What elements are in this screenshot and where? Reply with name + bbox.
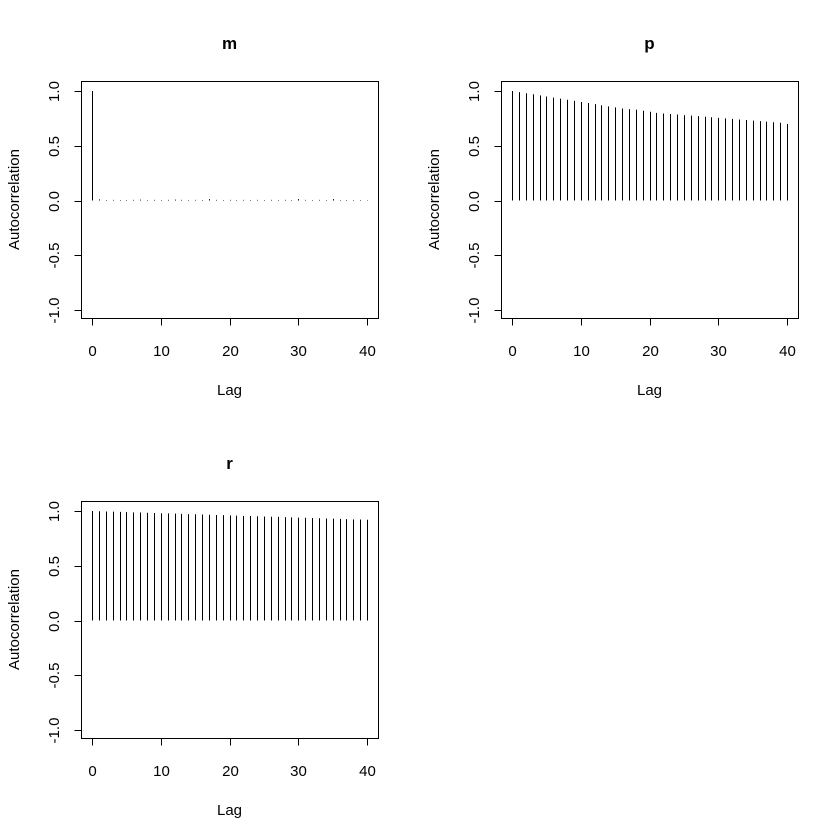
x-axis-label: Lag <box>217 802 242 819</box>
panel-r: r 0 10 20 30 40 -1.0 -0.5 0.0 0.5 1.0 Lag Autocorrel… <box>6 454 379 819</box>
y-tick-label: 0.5 <box>466 136 483 157</box>
x-tick-label: 20 <box>642 343 659 360</box>
y-tick-label: -1.0 <box>46 718 63 744</box>
x-axis-label: Lag <box>217 382 242 399</box>
x-tick-label: 20 <box>222 763 239 780</box>
y-tick-label: 1.0 <box>46 501 63 522</box>
y-tick-label: 1.0 <box>466 81 483 102</box>
panel-p: p 0 10 20 30 40 -1.0 -0.5 0.0 0.5 1.0 Lag Autocorrel… <box>426 34 799 399</box>
x-tick-label: 30 <box>290 343 307 360</box>
y-tick-label: 0.0 <box>46 191 63 212</box>
y-tick-label: -1.0 <box>466 298 483 324</box>
y-tick-label: -0.5 <box>46 663 63 689</box>
x-tick-label: 10 <box>153 343 170 360</box>
x-tick-label: 0 <box>88 343 96 360</box>
panel-m: m 0 10 20 30 40 -1.0 -0.5 0.0 0.5 1.0 Lag Autocorrel… <box>6 34 379 399</box>
y-tick-label: -1.0 <box>46 298 63 324</box>
x-tick-label: 0 <box>88 763 96 780</box>
y-tick-label: -0.5 <box>46 243 63 269</box>
y-tick-label: 0.0 <box>466 191 483 212</box>
x-tick-label: 0 <box>508 343 516 360</box>
x-tick-label: 40 <box>779 343 796 360</box>
y-axis-label: Autocorrelation <box>6 569 23 670</box>
chart-title: m <box>222 34 237 53</box>
y-tick-label: 0.5 <box>46 556 63 577</box>
y-axis-label: Autocorrelation <box>6 149 23 250</box>
y-tick-label: 1.0 <box>46 81 63 102</box>
chart-title: r <box>226 454 233 473</box>
y-tick-label: 0.0 <box>46 611 63 632</box>
x-tick-label: 30 <box>710 343 727 360</box>
x-axis-label: Lag <box>637 382 662 399</box>
x-tick-label: 30 <box>290 763 307 780</box>
x-tick-label: 40 <box>359 763 376 780</box>
y-axis-label: Autocorrelation <box>426 149 443 250</box>
x-tick-label: 40 <box>359 343 376 360</box>
y-tick-label: 0.5 <box>46 136 63 157</box>
x-tick-label: 20 <box>222 343 239 360</box>
y-tick-label: -0.5 <box>466 243 483 269</box>
x-tick-label: 10 <box>573 343 590 360</box>
x-tick-label: 10 <box>153 763 170 780</box>
chart-title: p <box>644 34 654 53</box>
